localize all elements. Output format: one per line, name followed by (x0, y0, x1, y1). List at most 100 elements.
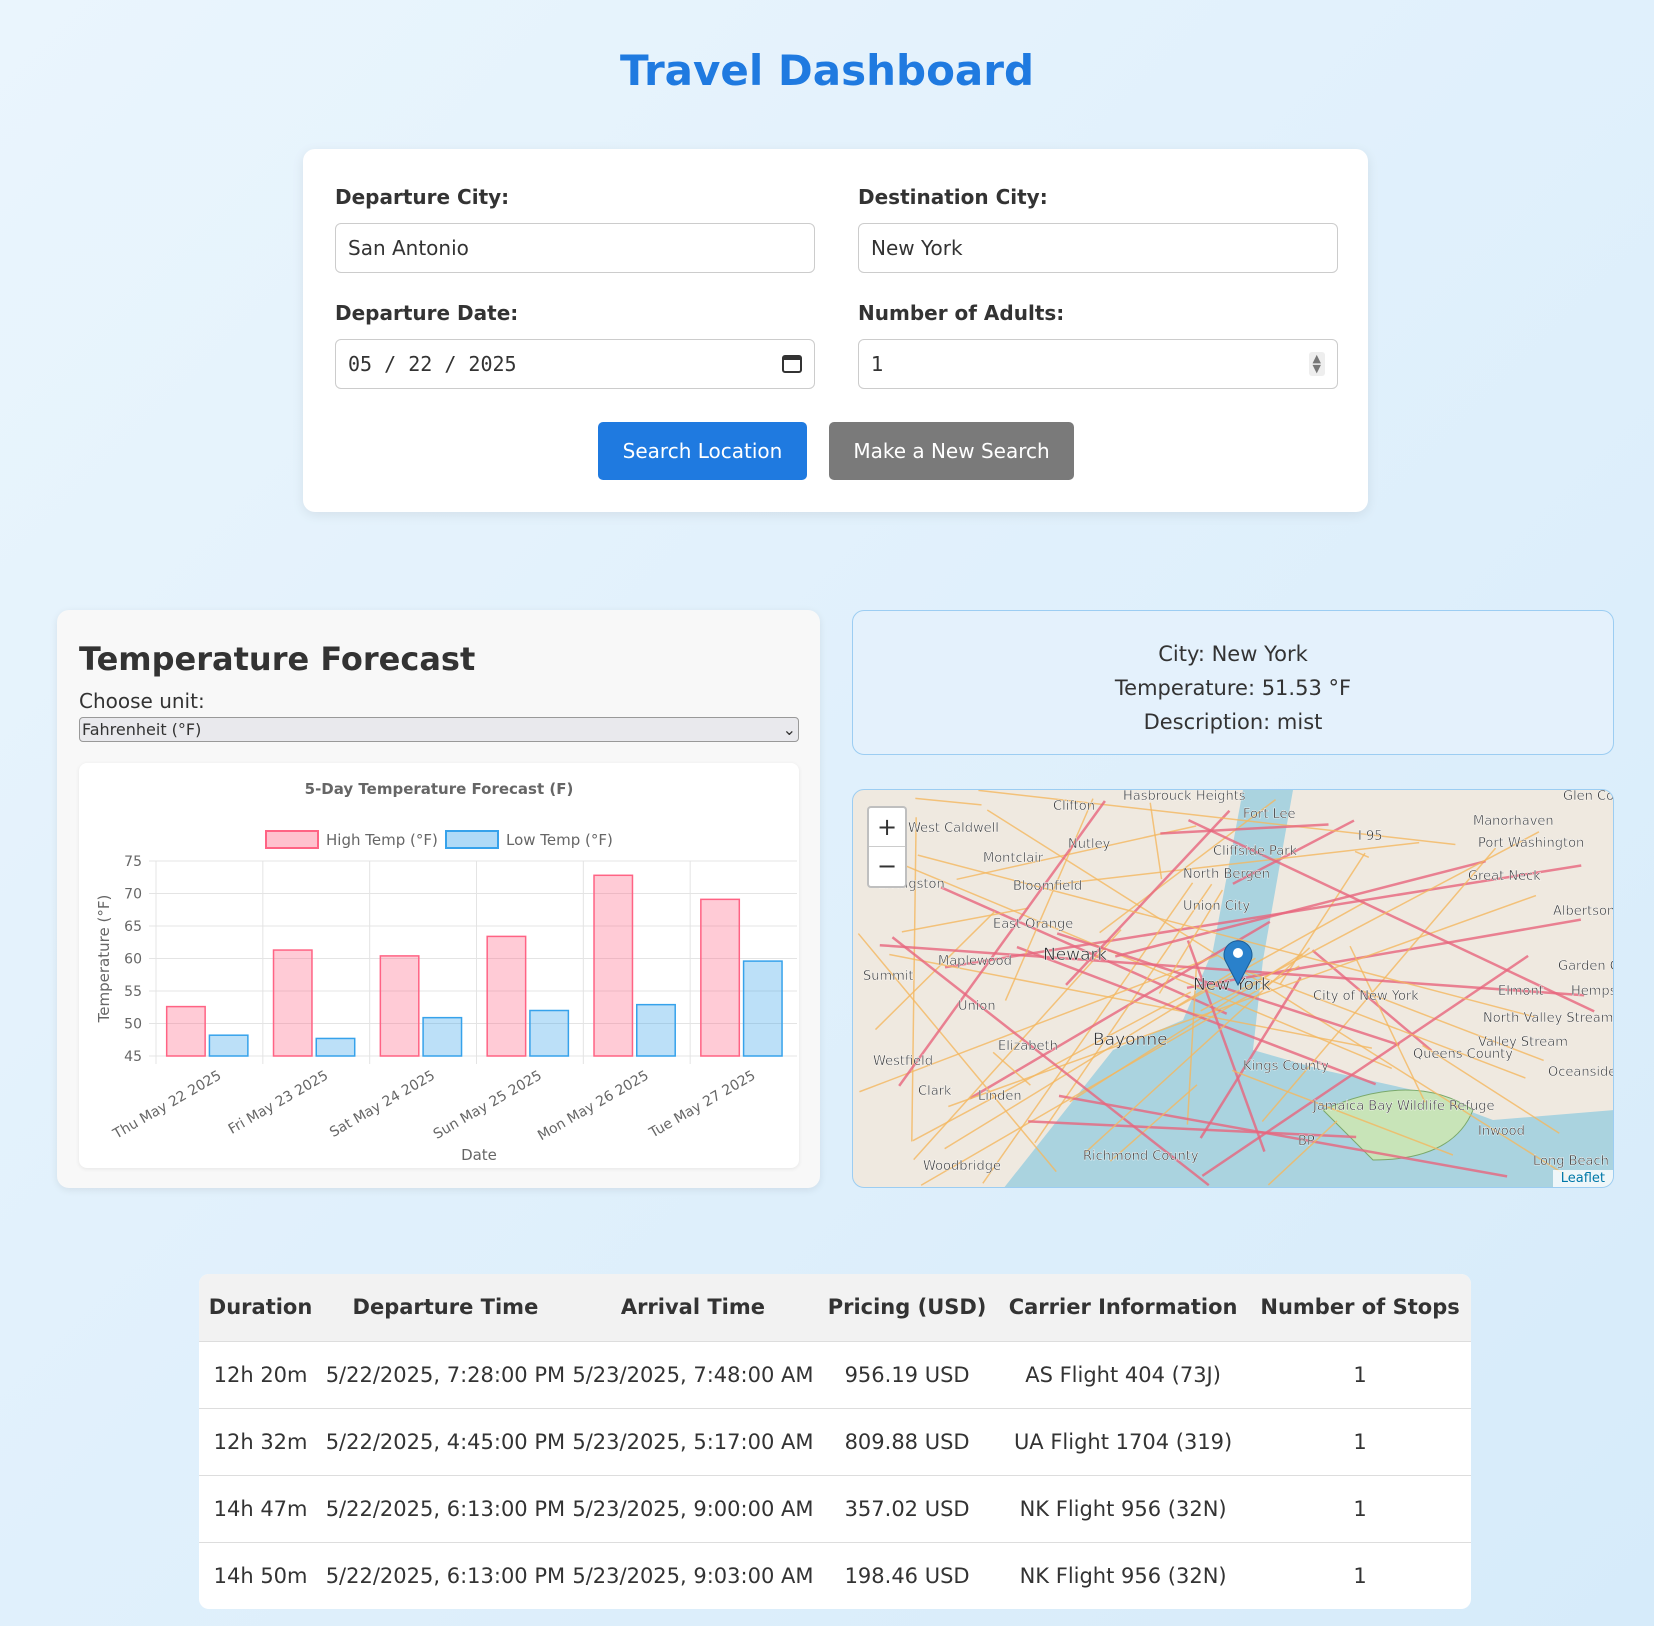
bar (422, 1016, 463, 1057)
map-label: Newark (1043, 945, 1107, 965)
map-label: Fort Lee (1243, 807, 1296, 822)
road (1054, 841, 1420, 886)
departure-input[interactable]: San Antonio (335, 223, 815, 273)
road (891, 936, 1210, 1187)
table-header-row: Duration Departure Time Arrival Time Pricin… (199, 1274, 1471, 1341)
flights-table: Duration Departure Time Arrival Time Pricin… (199, 1274, 1471, 1609)
bar (529, 1009, 570, 1057)
map-marker-icon[interactable] (1223, 938, 1253, 990)
map[interactable]: Clifton Hasbrouck Heights Fort Lee West Cal… (852, 789, 1614, 1188)
table-cell: 14h 50m (199, 1541, 323, 1609)
date-value: 05 / 22 / 2025 (348, 352, 517, 376)
table-cell: 1 (1249, 1340, 1471, 1408)
map-label: Elmont (1498, 984, 1544, 999)
road (1158, 889, 1224, 994)
bar (272, 949, 313, 1057)
legend-swatch (445, 830, 499, 849)
road (1085, 947, 1311, 1153)
new-search-button[interactable]: Make a New Search (829, 422, 1074, 480)
table-cell: 14h 47m (199, 1474, 323, 1542)
road (1422, 1044, 1560, 1134)
calendar-icon[interactable] (782, 355, 802, 373)
map-label: West Caldwell (908, 821, 999, 836)
adults-field: Number of Adults: 1 ▲ ▼ (858, 301, 1338, 389)
road (992, 1051, 1031, 1086)
map-label: Bloomfield (1013, 879, 1082, 894)
column-header: Carrier Information (997, 1274, 1250, 1341)
map-label: Westfield (873, 1054, 933, 1069)
date-field: Departure Date: 05 / 22 / 2025 (335, 301, 815, 389)
table-cell: 5/23/2025, 7:48:00 AM (568, 1340, 818, 1408)
map-label: Oceanside (1548, 1065, 1614, 1080)
table-cell: 198.46 USD (817, 1541, 998, 1609)
road (911, 817, 917, 1142)
unit-select-value: Fahrenheit (°F) (82, 720, 202, 739)
road (1149, 802, 1163, 880)
stepper-icon[interactable]: ▲ ▼ (1308, 352, 1325, 376)
map-label: Queens County (1413, 1047, 1513, 1062)
x-tick-label: Sat May 24 2025 (327, 1068, 438, 1141)
road (889, 953, 1373, 1049)
adults-input[interactable]: 1 ▲ ▼ (858, 339, 1338, 389)
table-cell: 1 (1249, 1474, 1471, 1542)
map-label: Linden (978, 1089, 1022, 1104)
zoom-in-button[interactable]: + (869, 808, 905, 847)
road (956, 825, 1197, 881)
table-cell: 5/23/2025, 5:17:00 AM (568, 1407, 818, 1475)
date-input[interactable]: 05 / 22 / 2025 (335, 339, 815, 389)
table-cell: 5/23/2025, 9:03:00 AM (568, 1541, 818, 1609)
road (1201, 954, 1529, 1177)
road (912, 991, 1192, 1142)
table-cell: 1 (1249, 1541, 1471, 1609)
road (1357, 988, 1544, 1062)
road (1172, 901, 1366, 1011)
leaflet-attribution[interactable]: Leaflet (1552, 1170, 1613, 1187)
map-label: Manorhaven (1473, 814, 1554, 829)
x-tick-label: Mon May 26 2025 (535, 1068, 651, 1144)
map-label: Cliffside Park (1213, 844, 1298, 859)
bar (486, 935, 527, 1057)
map-label: Clark (918, 1084, 952, 1099)
table-cell: 12h 32m (199, 1407, 323, 1475)
road (1187, 818, 1595, 1013)
map-label: Albertson (1553, 904, 1614, 919)
road (1109, 1084, 1198, 1162)
map-label: Kings County (1243, 1059, 1329, 1074)
table-cell: 5/22/2025, 6:13:00 PM (322, 1541, 569, 1609)
road (1231, 1069, 1454, 1156)
forecast-heading: Temperature Forecast (79, 640, 476, 678)
map-label: Inwood (1478, 1124, 1525, 1139)
search-location-button[interactable]: Search Location (598, 422, 807, 480)
road (857, 933, 1057, 1173)
map-tiles[interactable]: Clifton Hasbrouck Heights Fort Lee West Cal… (853, 790, 1614, 1188)
bar (742, 960, 783, 1057)
zoom-out-button[interactable]: − (876, 852, 898, 880)
y-axis-label: Temperature (°F) (95, 895, 113, 1024)
road (978, 790, 1456, 846)
table-cell: UA Flight 1704 (319) (997, 1407, 1250, 1475)
map-label: Bayonne (1093, 1030, 1168, 1050)
temperature-chart: 5-Day Temperature Forecast (F) High Temp … (95, 780, 797, 1164)
table-row: 14h 47m 5/22/2025, 6:13:00 PM 5/23/2025, 9… (199, 1474, 1471, 1542)
bar (379, 955, 420, 1057)
bar (700, 898, 741, 1057)
departure-value: San Antonio (348, 236, 469, 260)
road (913, 929, 1122, 1161)
bar (165, 1005, 206, 1057)
road (948, 894, 1537, 1108)
date-label: Departure Date: (335, 301, 519, 325)
map-label: Union (958, 999, 996, 1014)
unit-select[interactable]: Fahrenheit (°F) ⌄ (79, 717, 799, 742)
table-cell: 5/22/2025, 6:13:00 PM (322, 1474, 569, 1542)
road (1034, 883, 1213, 1144)
map-label: Union City (1183, 899, 1250, 914)
destination-input[interactable]: New York (858, 223, 1338, 273)
table-cell: 5/22/2025, 7:28:00 PM (322, 1340, 569, 1408)
legend-swatch (265, 830, 319, 849)
map-label: Garden City (1558, 959, 1614, 974)
road (1267, 1120, 1338, 1186)
column-header: Departure Time (322, 1274, 569, 1341)
bar (593, 874, 634, 1057)
forecast-card: Temperature Forecast Choose unit: Fahren… (57, 610, 820, 1188)
table-cell: NK Flight 956 (32N) (997, 1541, 1250, 1609)
